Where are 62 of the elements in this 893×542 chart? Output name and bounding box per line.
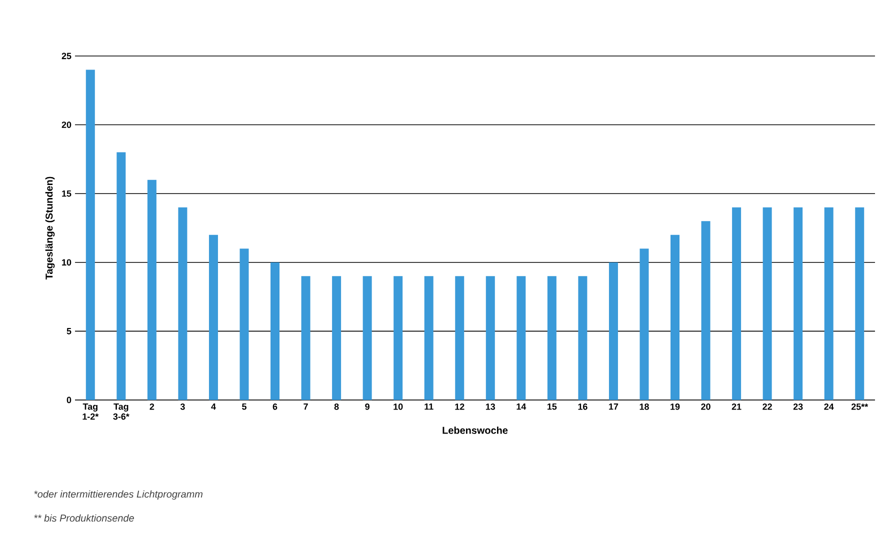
bar xyxy=(301,276,310,400)
x-tick-label: 9 xyxy=(365,404,370,410)
y-tick-label: 0 xyxy=(66,396,72,404)
x-tick-label: 4 xyxy=(211,404,216,410)
x-tick-label: 10 xyxy=(394,404,403,410)
x-tick-label: 5 xyxy=(242,404,246,410)
text: *oder intermittierendes Lichtprogramm xyxy=(34,490,202,500)
text: ** bis Produktionsende xyxy=(34,514,134,522)
bar xyxy=(362,276,372,400)
bar xyxy=(732,207,742,400)
x-tick-label: 12 xyxy=(455,404,464,410)
x-tick-label: 14 xyxy=(516,404,526,410)
bar xyxy=(116,152,126,400)
x-tick-label: Tag 3-6* xyxy=(113,404,130,420)
bar xyxy=(670,234,680,400)
x-tick-label: 24 xyxy=(824,404,834,410)
bar xyxy=(640,248,649,400)
x-tick-label: 21 xyxy=(732,404,742,410)
x-tick-label: 20 xyxy=(701,404,710,410)
bar xyxy=(701,221,710,400)
bar xyxy=(455,276,464,400)
x-tick-label: 7 xyxy=(304,404,308,410)
x-tick-label: 3 xyxy=(180,404,185,410)
bar xyxy=(855,207,864,400)
bar xyxy=(332,276,342,400)
x-tick-label: 16 xyxy=(578,404,588,410)
x-tick-label: 13 xyxy=(486,404,496,410)
x-tick-label: 8 xyxy=(334,404,339,410)
bar xyxy=(578,276,588,400)
y-tick-label: 25 xyxy=(62,52,72,60)
bar xyxy=(608,262,618,400)
y-tick-label: 10 xyxy=(62,259,72,266)
bar xyxy=(824,207,834,400)
x-tick-label: 23 xyxy=(793,404,803,410)
x-tick-label: 17 xyxy=(609,404,618,410)
bar xyxy=(270,262,280,400)
y-tick-label: 20 xyxy=(62,122,72,128)
bar xyxy=(147,180,156,400)
bar xyxy=(486,276,495,400)
x-tick-label: 6 xyxy=(272,404,278,410)
bar xyxy=(424,276,434,400)
x-tick-label: 25** xyxy=(851,404,868,410)
bar xyxy=(516,276,526,400)
y-axis-title: Tageslänge (Stunden) xyxy=(45,176,55,280)
x-tick-label: 22 xyxy=(762,404,772,410)
x-tick-label: 11 xyxy=(424,404,434,410)
bar xyxy=(547,276,556,400)
bar xyxy=(86,70,95,400)
x-tick-label: 19 xyxy=(670,404,680,410)
bar xyxy=(208,234,218,400)
bar xyxy=(762,207,772,400)
y-tick-label: 15 xyxy=(62,190,72,197)
x-tick-label: Tag 1-2* xyxy=(82,404,99,420)
bar xyxy=(394,276,403,400)
x-tick-label: 18 xyxy=(640,404,649,410)
bar xyxy=(178,207,188,400)
y-tick-label: 5 xyxy=(66,328,72,334)
bar xyxy=(794,207,803,400)
bar xyxy=(240,248,249,400)
x-tick-label: 15 xyxy=(548,404,557,410)
x-axis-title: Lebenswoche xyxy=(442,426,508,434)
x-tick-label: 2 xyxy=(150,404,154,410)
